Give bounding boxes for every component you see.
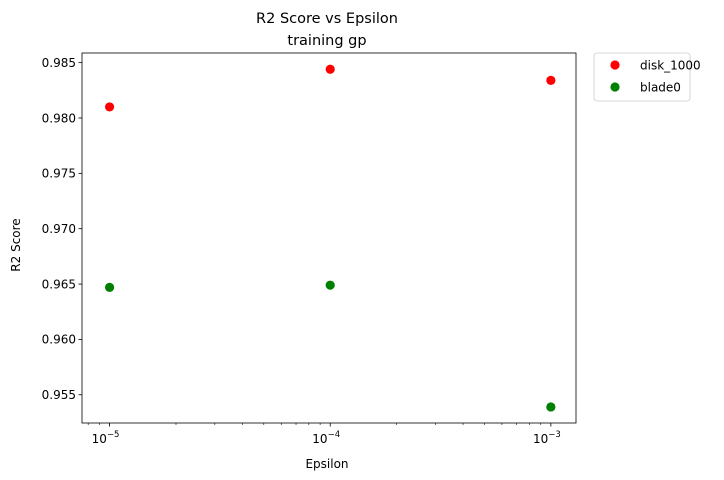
y-axis-label: R2 Score <box>9 218 23 271</box>
x-tick-label: 10−4 <box>312 430 340 446</box>
x-axis-label: Epsilon <box>305 457 348 471</box>
x-tick-label: 10−5 <box>92 430 120 446</box>
x-tick-label: 10−3 <box>533 430 561 446</box>
y-tick-label: 0.970 <box>42 222 76 236</box>
point-disk_1000 <box>546 75 556 85</box>
y-tick-label: 0.985 <box>42 56 76 70</box>
y-tick-label: 0.965 <box>42 277 76 291</box>
y-tick-label: 0.980 <box>42 111 76 125</box>
point-disk_1000 <box>325 64 335 74</box>
y-tick-label: 0.975 <box>42 167 76 181</box>
axis-ticks: 0.955 0.960 0.965 0.970 0.975 0.980 0.985 10−5 1… <box>42 56 561 446</box>
legend-marker-blade0 <box>610 82 620 92</box>
chart-subtitle: training gp <box>287 33 366 49</box>
point-blade0 <box>325 280 335 290</box>
plot-area-frame <box>81 52 577 424</box>
data-points <box>104 64 556 412</box>
point-blade0 <box>104 282 115 292</box>
y-tick-label: 0.960 <box>42 333 76 347</box>
legend-label-disk_1000: disk_1000 <box>640 58 701 72</box>
point-disk_1000 <box>104 102 115 112</box>
point-blade0 <box>546 402 556 412</box>
legend-label-blade0: blade0 <box>640 80 681 94</box>
chart-title: R2 Score vs Epsilon <box>256 11 398 27</box>
legend-marker-disk_1000 <box>610 60 620 70</box>
y-tick-label: 0.955 <box>42 388 76 402</box>
legend: disk_1000 blade0 <box>593 52 701 102</box>
